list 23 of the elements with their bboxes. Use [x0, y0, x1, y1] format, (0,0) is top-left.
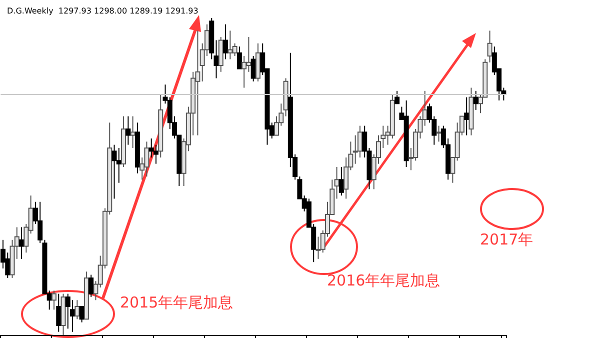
- candlestick: [487, 30, 492, 63]
- candlestick: [126, 116, 131, 146]
- chart-title: D.G.Weekly 1297.93 1298.00 1289.19 1291.93: [7, 6, 198, 16]
- candlestick: [214, 40, 219, 79]
- candlestick: [250, 56, 256, 82]
- candlestick: [464, 96, 470, 136]
- candlestick: [74, 300, 80, 320]
- candlestick: [338, 166, 344, 196]
- annotation: 2017年: [480, 230, 534, 248]
- candlestick: [112, 144, 117, 200]
- candlestick: [51, 290, 56, 310]
- candlestick: [394, 90, 400, 104]
- candlestick: [79, 306, 84, 323]
- annotation: 2016年年尾加息: [327, 272, 440, 290]
- candlestick: [334, 166, 340, 200]
- candlestick: [236, 46, 242, 70]
- candlestick: [130, 116, 136, 148]
- candlestick: [88, 274, 94, 298]
- candlestick: [56, 293, 62, 332]
- candlestick: [223, 24, 228, 60]
- candlestick: [436, 125, 442, 142]
- annotation: 2015年年尾加息: [120, 294, 234, 312]
- candlestick: [65, 293, 70, 330]
